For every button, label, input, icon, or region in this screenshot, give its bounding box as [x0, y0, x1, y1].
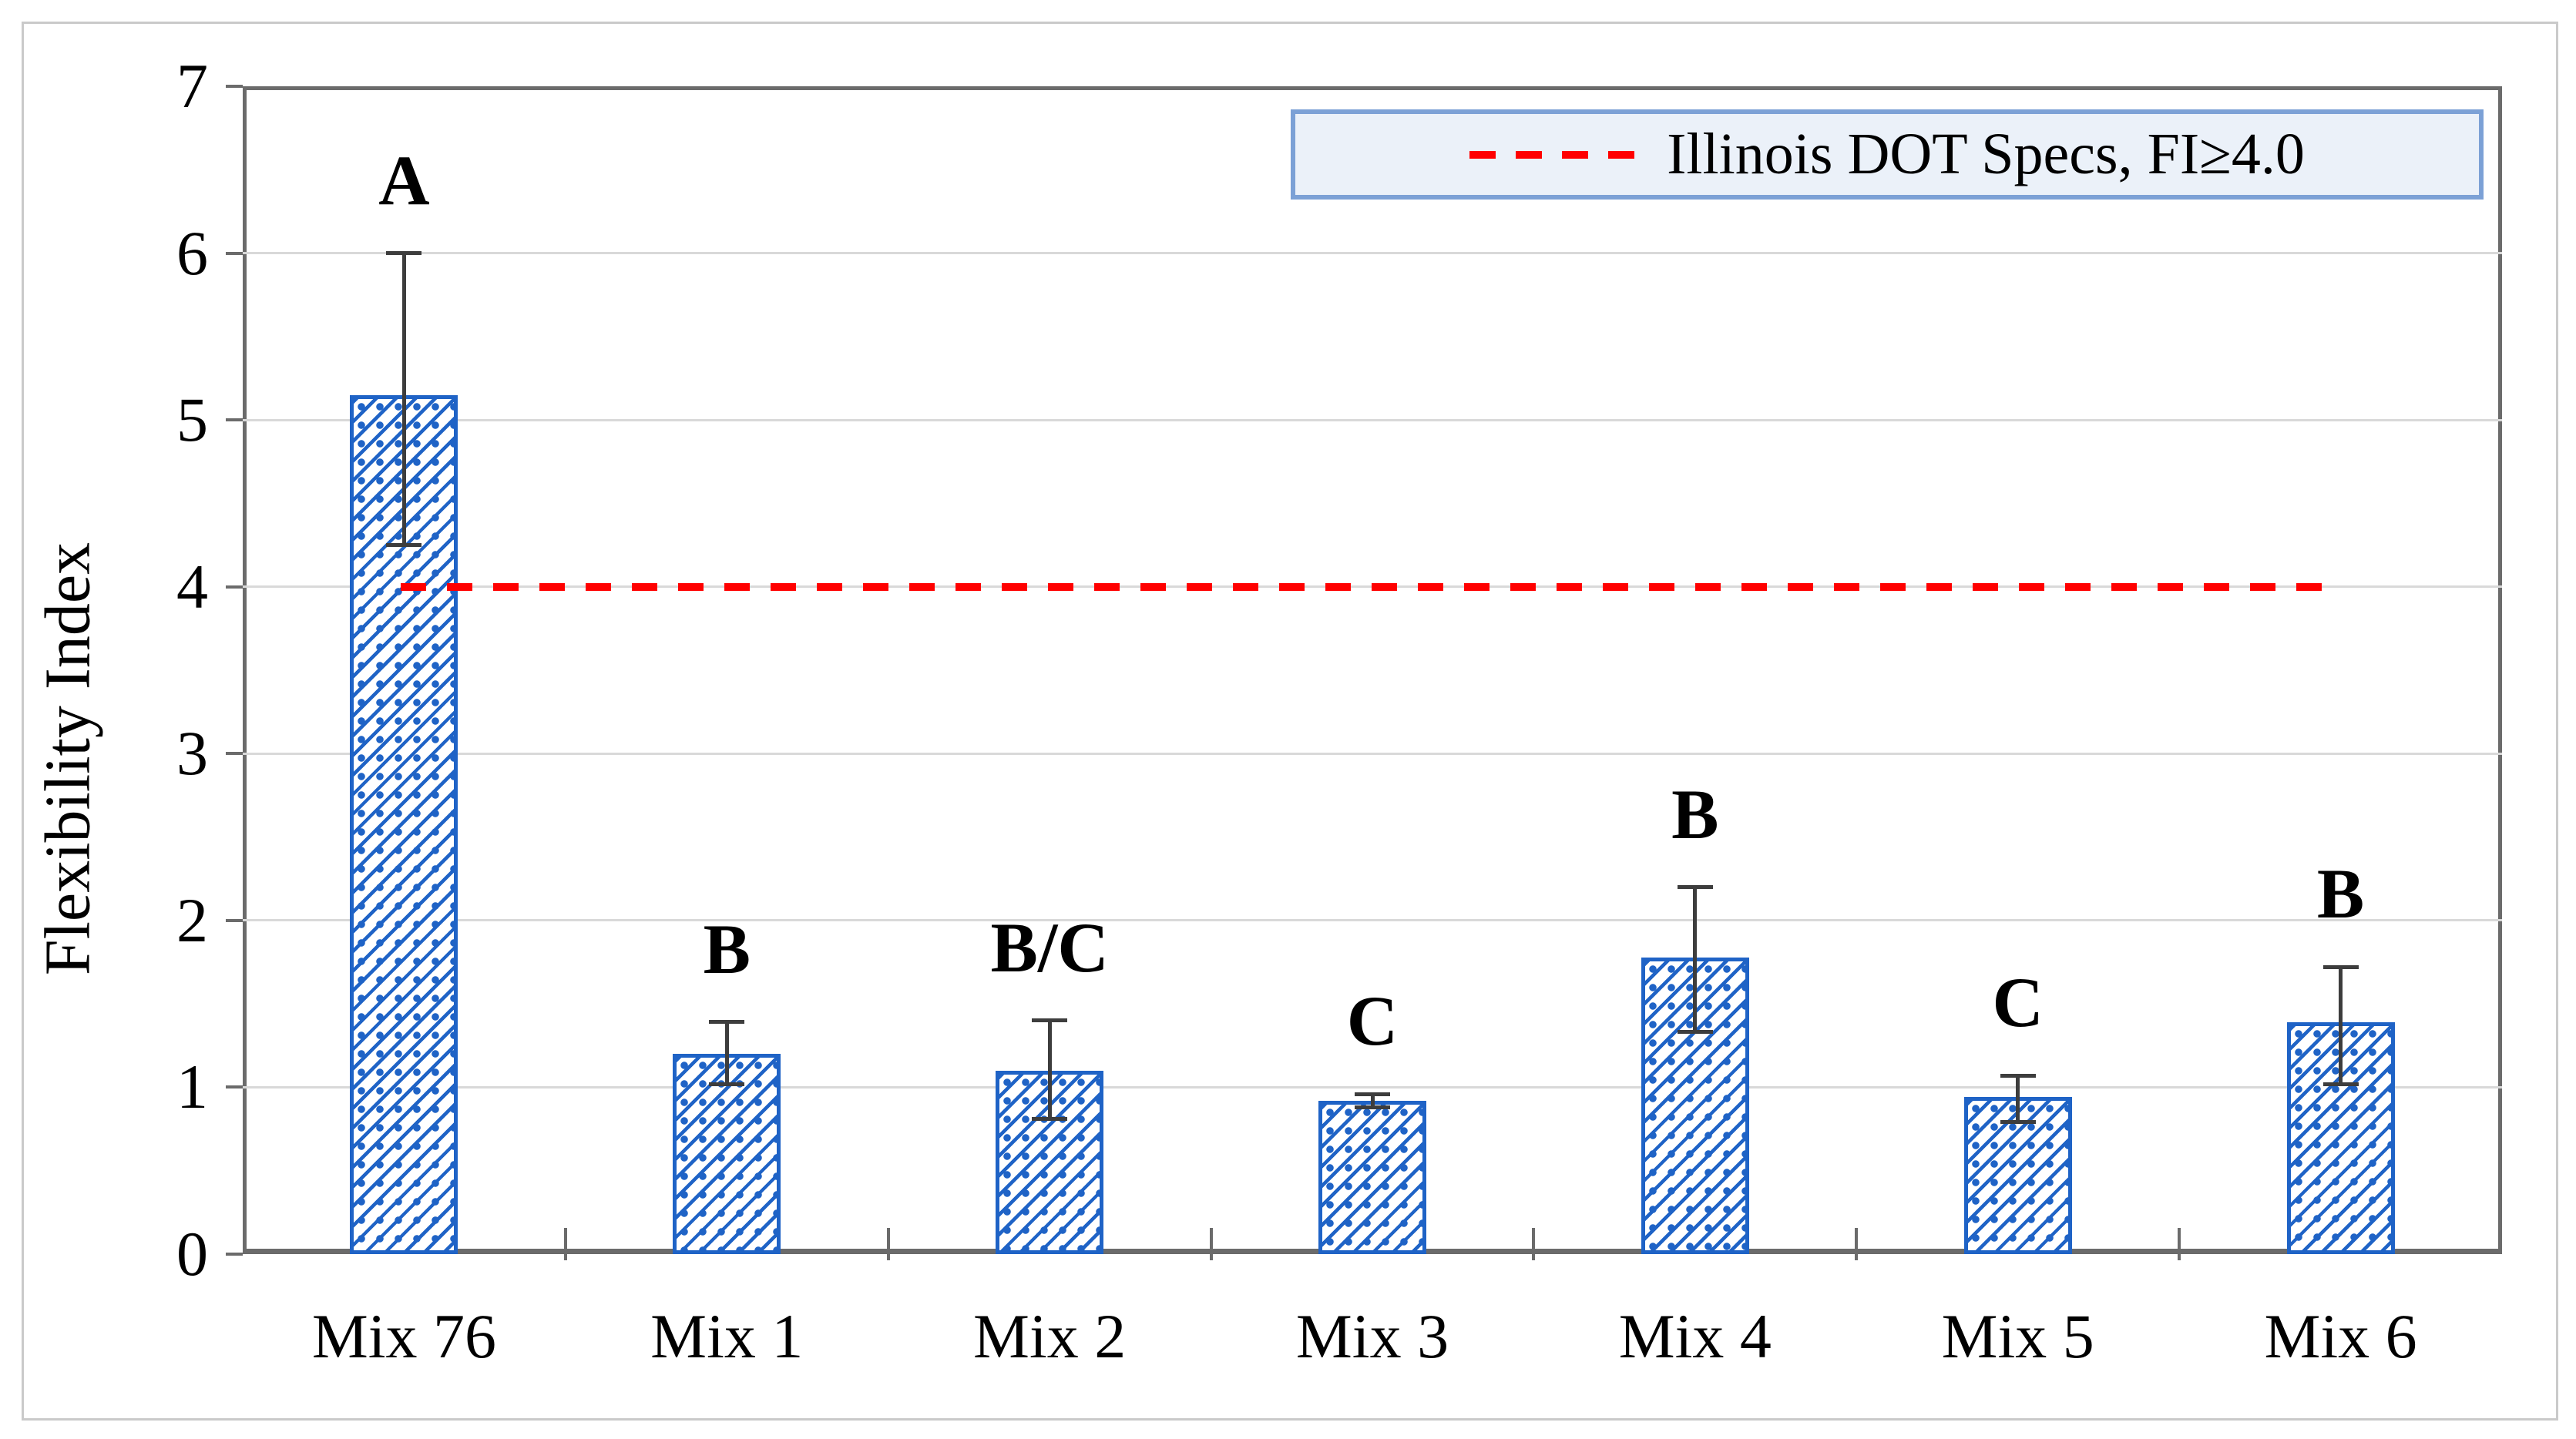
y-tick-mark-4	[226, 585, 243, 589]
error-bar-line	[724, 1021, 729, 1085]
sig-letter-0: A	[378, 140, 430, 220]
x-tick-mark-6	[2178, 1228, 2181, 1260]
legend: Illinois DOT Specs, FI≥4.0	[1291, 109, 2484, 200]
sig-letter-1: B	[703, 909, 751, 988]
y-tick-label-4: 4	[176, 551, 208, 622]
x-category-label-6: Mix 6	[2264, 1301, 2417, 1371]
plot-area	[243, 86, 2502, 1254]
x-tick-mark-4	[1532, 1228, 1536, 1260]
y-tick-label-1: 1	[176, 1052, 208, 1122]
bar-mix-2	[996, 1070, 1104, 1254]
gridline-y-2	[243, 919, 2502, 922]
error-bar-line	[2016, 1075, 2020, 1122]
x-category-label-4: Mix 4	[1618, 1301, 1772, 1371]
error-bar-upper-cap	[1032, 1018, 1068, 1023]
error-bar-lower-cap	[1032, 1117, 1068, 1122]
error-bar-lower-cap	[2322, 1082, 2359, 1086]
gridline-y-1	[243, 1085, 2502, 1088]
error-bar-lower-cap	[2000, 1120, 2036, 1125]
y-tick-label-2: 2	[176, 884, 208, 955]
y-tick-mark-3	[226, 752, 243, 756]
x-tick-mark-5	[1855, 1228, 1859, 1260]
error-bar-lower-cap	[1677, 1030, 1713, 1035]
x-category-label-1: Mix 1	[650, 1301, 804, 1371]
legend-label: Illinois DOT Specs, FI≥4.0	[1667, 122, 2305, 186]
y-tick-mark-1	[226, 1085, 243, 1089]
gridline-y-3	[243, 752, 2502, 755]
x-category-label-3: Mix 3	[1295, 1301, 1449, 1371]
bar-mix-4	[1641, 957, 1749, 1254]
gridline-y-6	[243, 252, 2502, 255]
error-bar-upper-cap	[1355, 1092, 1390, 1096]
y-tick-mark-6	[226, 251, 243, 255]
gridline-y-5	[243, 418, 2502, 421]
x-tick-mark-1	[563, 1228, 567, 1260]
bar-mix-5	[1963, 1097, 2072, 1254]
y-tick-label-5: 5	[176, 384, 208, 455]
x-category-label-5: Mix 5	[1941, 1301, 2094, 1371]
error-bar-line	[401, 253, 406, 545]
error-bar-line	[1047, 1020, 1052, 1119]
y-tick-label-3: 3	[176, 718, 208, 789]
bar-mix-3	[1318, 1100, 1426, 1254]
y-tick-mark-7	[226, 85, 243, 88]
error-bar-lower-cap	[386, 543, 422, 548]
y-tick-mark-5	[226, 418, 243, 422]
sig-letter-5: C	[1992, 963, 2044, 1042]
x-category-label-2: Mix 2	[973, 1301, 1127, 1371]
error-bar-line	[2339, 967, 2343, 1085]
dot-spec-reference-line	[401, 582, 2325, 591]
error-bar-line	[1370, 1094, 1375, 1108]
y-tick-mark-0	[226, 1253, 243, 1256]
legend-red-dashed-line-icon	[1469, 150, 1638, 159]
y-tick-label-6: 6	[176, 217, 208, 288]
sig-letter-6: B	[2316, 854, 2365, 934]
x-tick-mark-2	[886, 1228, 890, 1260]
error-bar-upper-cap	[2322, 964, 2359, 969]
error-bar-lower-cap	[1355, 1105, 1390, 1109]
sig-letter-3: C	[1346, 981, 1399, 1061]
x-tick-mark-3	[1209, 1228, 1213, 1260]
error-bar-upper-cap	[386, 251, 422, 256]
error-bar-upper-cap	[1677, 885, 1713, 890]
y-tick-mark-2	[226, 918, 243, 922]
y-tick-label-7: 7	[176, 51, 208, 121]
sig-letter-2: B/C	[990, 907, 1109, 987]
error-bar-upper-cap	[2000, 1073, 2036, 1078]
error-bar-upper-cap	[709, 1020, 745, 1025]
bar-mix-1	[673, 1054, 781, 1254]
error-bar-lower-cap	[709, 1082, 745, 1086]
sig-letter-4: B	[1671, 774, 1719, 854]
y-tick-label-0: 0	[176, 1219, 208, 1289]
x-category-label-0: Mix 76	[311, 1301, 497, 1371]
error-bar-line	[1693, 887, 1698, 1032]
